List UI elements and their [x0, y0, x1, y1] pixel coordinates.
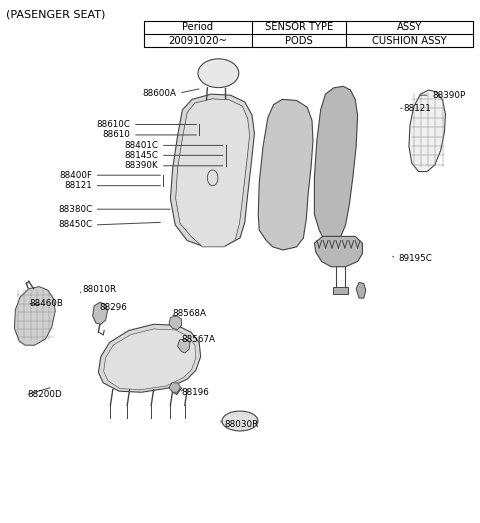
Polygon shape	[98, 324, 201, 392]
Bar	[144, 21, 473, 47]
Text: 88030R: 88030R	[225, 420, 259, 429]
Polygon shape	[14, 287, 55, 345]
Text: 89195C: 89195C	[398, 254, 432, 264]
Text: 88121: 88121	[403, 104, 431, 113]
Text: 88610: 88610	[103, 130, 131, 140]
Text: 20091020~: 20091020~	[168, 36, 228, 46]
Polygon shape	[169, 316, 181, 329]
Text: 88610C: 88610C	[96, 120, 131, 129]
Ellipse shape	[198, 59, 239, 88]
Text: PODS: PODS	[285, 36, 312, 46]
Text: 88200D: 88200D	[28, 390, 62, 400]
Text: Period: Period	[182, 22, 214, 32]
Text: (PASENGER SEAT): (PASENGER SEAT)	[6, 9, 105, 20]
Text: 88010R: 88010R	[83, 285, 117, 294]
Polygon shape	[225, 106, 228, 110]
Text: 88450C: 88450C	[58, 220, 92, 230]
Polygon shape	[170, 94, 254, 246]
Polygon shape	[176, 99, 250, 247]
Text: 88296: 88296	[100, 302, 128, 312]
Text: 88390K: 88390K	[125, 161, 158, 170]
Polygon shape	[217, 105, 220, 109]
Text: 88567A: 88567A	[181, 335, 216, 345]
Text: 88600A: 88600A	[143, 88, 177, 98]
Text: 88196: 88196	[181, 388, 209, 397]
Polygon shape	[178, 339, 190, 353]
Polygon shape	[356, 282, 366, 298]
Polygon shape	[169, 383, 180, 392]
Text: 88390P: 88390P	[432, 90, 465, 100]
Ellipse shape	[222, 411, 258, 431]
Polygon shape	[314, 86, 358, 242]
Polygon shape	[93, 302, 108, 324]
Text: 88568A: 88568A	[173, 309, 207, 319]
Text: 88121: 88121	[64, 181, 92, 190]
Text: 88460B: 88460B	[30, 299, 64, 308]
Text: 88145C: 88145C	[124, 151, 158, 160]
Text: SENSOR TYPE: SENSOR TYPE	[264, 22, 333, 32]
Polygon shape	[104, 329, 196, 390]
Text: ASSY: ASSY	[396, 22, 422, 32]
Text: 88401C: 88401C	[124, 141, 158, 150]
Polygon shape	[409, 90, 445, 172]
Text: 88380C: 88380C	[58, 204, 92, 214]
Text: CUSHION ASSY: CUSHION ASSY	[372, 36, 446, 46]
Polygon shape	[314, 236, 362, 267]
Polygon shape	[333, 287, 348, 294]
Polygon shape	[258, 99, 313, 250]
Text: 88400F: 88400F	[59, 170, 92, 180]
